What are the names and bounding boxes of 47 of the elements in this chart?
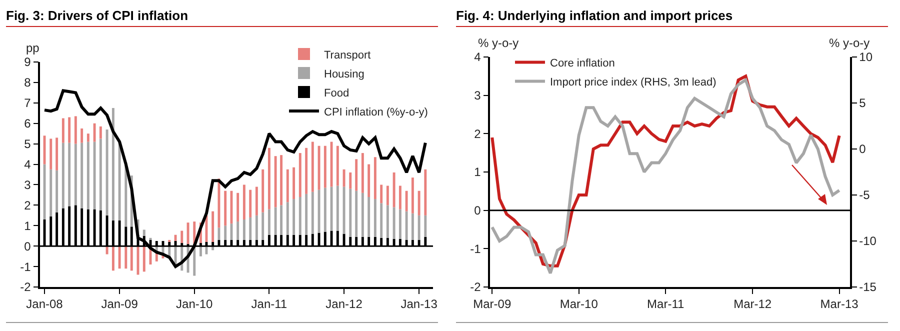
y2-tick-label: 0: [859, 142, 866, 156]
y2-tick-label: -10: [859, 234, 877, 248]
x-tick-label: Jan-09: [101, 297, 138, 312]
legend-label: Food: [324, 87, 350, 100]
x-tick-label: Jan-11: [251, 297, 288, 312]
x-tick-label: Mar-10: [560, 297, 598, 312]
y-tick-label: 1: [24, 218, 32, 233]
y-tick-label: 3: [24, 178, 32, 192]
y-tick-label: 7: [24, 96, 32, 110]
y2-axis-title: % y-o-y: [829, 36, 870, 50]
x-tick-label: Jan-12: [326, 297, 363, 312]
legend-label: CPI inflation (%y-o-y): [324, 106, 428, 118]
y-tick-label: 9: [24, 55, 32, 70]
y2-tick-label: 10: [859, 50, 873, 64]
x-tick-label: Mar-09: [473, 297, 512, 312]
y2-tick-label: -15: [859, 280, 877, 294]
y-tick-label: 3: [474, 88, 482, 103]
x-tick-label: Jan-10: [176, 297, 214, 312]
y-tick-label: 0: [474, 204, 482, 218]
y-tick-label: 5: [24, 137, 32, 152]
y-tick-label: 2: [24, 198, 32, 212]
x-tick-label: Jan-08: [26, 297, 64, 312]
y-tick-label: 4: [24, 157, 32, 172]
y-tick-label: -2: [20, 280, 32, 294]
y-tick-label: 4: [474, 50, 482, 64]
y-tick-label: -2: [470, 280, 482, 294]
legend-label: Core inflation: [550, 58, 615, 70]
y-axis-title: pp: [26, 41, 40, 55]
y-tick-label: 1: [474, 165, 482, 180]
x-tick-label: Jan-13: [400, 297, 438, 312]
y2-tick-label: 5: [859, 96, 866, 110]
chart-title: Fig. 4: Underlying inflation and import prices: [456, 8, 888, 27]
y-axis-title: % y-o-y: [478, 36, 519, 50]
y2-tick-label: -5: [859, 188, 870, 202]
legend-label: Import price index (RHS, 3m lead): [550, 76, 716, 89]
y-tick-label: -1: [20, 260, 32, 274]
legend-label: Transport: [324, 49, 371, 62]
x-tick-label: Mar-11: [647, 297, 684, 312]
legend-label: Housing: [324, 68, 364, 80]
x-tick-label: Mar-13: [820, 297, 859, 312]
y-tick-label: -1: [470, 242, 482, 256]
chart-title: Fig. 3: Drivers of CPI inflation: [6, 8, 438, 27]
y-tick-label: 6: [24, 116, 32, 131]
y-tick-label: 8: [24, 76, 32, 90]
x-tick-label: Mar-12: [734, 297, 772, 312]
y-tick-label: 2: [474, 126, 482, 141]
y-tick-label: 0: [24, 239, 32, 254]
